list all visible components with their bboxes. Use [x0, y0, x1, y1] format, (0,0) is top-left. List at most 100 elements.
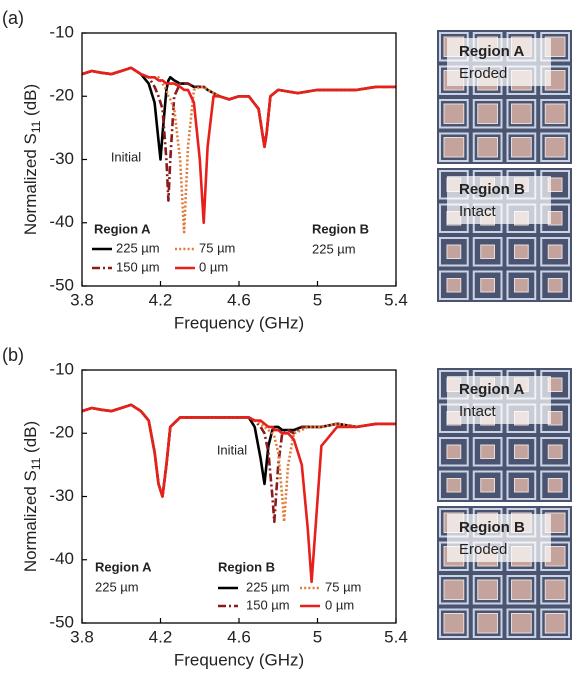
photo-label-box [447, 38, 551, 86]
x-tick-label: 5.4 [384, 290, 408, 309]
photo-cell-frame [439, 575, 469, 605]
x-tick-label: 4.6 [227, 290, 251, 309]
y-axis-label-text: Normalized S [21, 470, 40, 572]
photo-cell [547, 478, 563, 493]
y-tick-label: -10 [49, 22, 74, 41]
panel-label: (a) [2, 8, 24, 28]
photo-cell-frame [439, 270, 469, 300]
note-title: Region B [312, 221, 369, 236]
photo-cell [514, 278, 529, 293]
legend-label: 75 µm [325, 579, 361, 594]
photo-cell-frame [506, 270, 537, 300]
photo-label-box [447, 176, 551, 224]
legend-label: 225 µm [246, 579, 290, 594]
photo-cell-frame [472, 270, 503, 300]
photo-cell-frame [506, 99, 537, 129]
photo-cell [480, 278, 495, 293]
photo-cell-frame [472, 237, 503, 267]
x-tick-label: 5 [313, 627, 322, 646]
annotation: Initial [217, 442, 247, 457]
photo-cell [443, 103, 465, 124]
photo-cell [511, 613, 532, 634]
photo-cell-frame [506, 437, 537, 467]
x-axis-label: Frequency (GHz) [174, 313, 304, 332]
photo-label-box [447, 514, 551, 562]
photo-cell [511, 137, 532, 158]
note-title: Region A [95, 559, 152, 574]
y-tick-label: -20 [49, 86, 74, 105]
photo-label-state: Intact [459, 203, 497, 220]
photo-cell-frame [439, 132, 469, 162]
photo-cell [443, 137, 465, 158]
photo-cell-frame [506, 575, 537, 605]
legend-label: 0 µm [199, 259, 228, 274]
photo-cell [477, 137, 498, 158]
photo-cell-frame [439, 608, 469, 638]
photo-cell [446, 444, 462, 459]
y-tick-label: -30 [49, 149, 74, 168]
photo-cell [477, 103, 498, 124]
photo-cell [514, 478, 529, 493]
plot-frame [81, 369, 397, 624]
note-text: 225 µm [312, 241, 356, 256]
photo-cell-frame [540, 99, 570, 129]
legend-label: 150 µm [246, 597, 290, 612]
y-tick-label: -40 [49, 549, 74, 568]
x-tick-label: 5 [313, 290, 322, 309]
series-line [81, 403, 396, 524]
photo-cell [544, 613, 566, 634]
x-axis-label: Frequency (GHz) [174, 650, 304, 669]
y-axis-label-text: Normalized S [21, 133, 40, 235]
series-line [81, 403, 396, 584]
y-axis-label-unit: (dB) [21, 84, 40, 121]
y-axis-label-unit: (dB) [21, 421, 40, 458]
photo-cell [443, 613, 465, 634]
photo-cell-frame [540, 575, 570, 605]
x-tick-label: 3.8 [70, 290, 94, 309]
x-tick-label: 5.4 [384, 627, 408, 646]
photo-cell [480, 244, 495, 259]
y-axis-label-sub: 11 [29, 457, 43, 470]
photo-cell [480, 478, 495, 493]
note-text: 225 µm [95, 579, 139, 594]
series-line [81, 66, 396, 225]
photo-cell [547, 278, 563, 293]
photo-label-state: Eroded [459, 65, 507, 82]
photo-label-title: Region A [459, 381, 524, 398]
photo-cell-frame [472, 132, 503, 162]
x-tick-label: 4.6 [227, 627, 251, 646]
x-tick-label: 4.2 [149, 627, 173, 646]
photo-cell-frame [472, 608, 503, 638]
panel-label: (b) [2, 345, 24, 365]
photo-cell [477, 613, 498, 634]
photo-cell-frame [472, 437, 503, 467]
photo-cell-frame [439, 237, 469, 267]
photo-cell [544, 579, 566, 600]
series-line [81, 403, 396, 524]
y-tick-label: -30 [49, 486, 74, 505]
photo-cell [446, 278, 462, 293]
photo-cell-frame [439, 99, 469, 129]
photo-cell [477, 579, 498, 600]
photo-cell-frame [439, 437, 469, 467]
photo-cell-frame [540, 608, 570, 638]
photo-cell-frame [506, 237, 537, 267]
photo-cell [446, 244, 462, 259]
photo-cell-frame [506, 608, 537, 638]
y-tick-label: -50 [49, 612, 74, 631]
y-axis-label-sub: 11 [29, 120, 43, 133]
photo-cell [446, 478, 462, 493]
photo-label-title: Region B [459, 519, 525, 536]
photo-cell-frame [472, 470, 503, 500]
x-tick-label: 4.2 [149, 290, 173, 309]
legend-label: 75 µm [199, 240, 235, 255]
series-line [81, 66, 396, 161]
series-line [81, 66, 396, 202]
photo-cell [511, 103, 532, 124]
photo-cell [544, 137, 566, 158]
photo-cell-frame [472, 99, 503, 129]
annotation: Initial [111, 149, 141, 164]
legend-label: 225 µm [116, 240, 160, 255]
legend-title: Region B [218, 559, 275, 574]
